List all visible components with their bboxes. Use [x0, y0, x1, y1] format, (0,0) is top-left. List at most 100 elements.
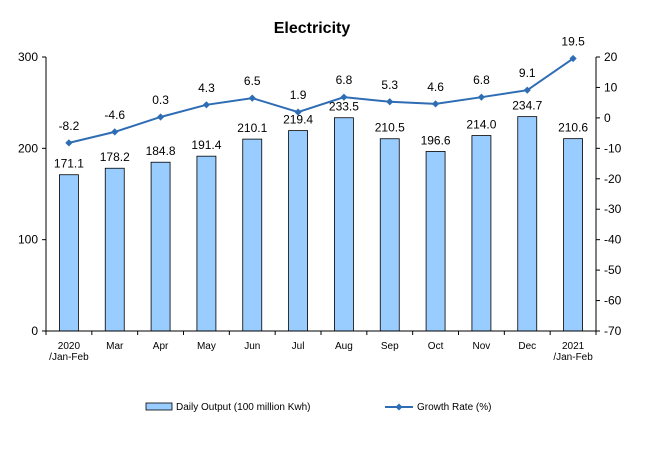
x-tick-label: Nov — [473, 341, 491, 352]
line-point — [65, 139, 73, 147]
bar-data-label: 233.5 — [329, 100, 359, 114]
legend: Daily Output (100 million Kwh) Growth Rat… — [145, 402, 491, 413]
bar-data-label: 171.1 — [54, 157, 84, 171]
bar-data-label: 178.2 — [100, 150, 130, 164]
left-tick-label: 0 — [31, 324, 38, 338]
bar — [379, 138, 400, 332]
x-tick-label-line: /Jan-Feb — [49, 352, 89, 363]
line-point — [340, 93, 348, 101]
line-point — [111, 128, 119, 136]
x-tick-label-line: Jul — [292, 341, 305, 352]
line-point — [386, 98, 394, 106]
line-data-label: 6.5 — [244, 74, 261, 88]
line-point — [477, 93, 486, 101]
right-tick-label: -40 — [604, 233, 622, 247]
bar-data-label: 219.4 — [283, 113, 313, 127]
bar — [517, 116, 538, 332]
line-point — [294, 108, 302, 116]
right-tick-label: 10 — [604, 80, 618, 94]
right-tick-label: -30 — [604, 202, 622, 216]
legend-label-growth-rate: Growth Rate (%) — [417, 402, 491, 413]
x-tick-label-line: 2020 — [58, 341, 81, 352]
chart-title: Electricity — [274, 20, 351, 37]
bar-series: 171.1 178.2 184.8 191.4 210.1 219.4 233.5 210.5… — [54, 99, 588, 332]
bar-data-label: 214.0 — [466, 118, 496, 132]
right-tick-label: -50 — [604, 263, 622, 277]
right-tick-label: -60 — [604, 294, 622, 308]
bar-data-label: 184.8 — [146, 144, 176, 158]
line-point — [523, 86, 531, 94]
x-tick-label: Dec — [518, 341, 536, 352]
bar-data-label: 210.5 — [375, 121, 405, 135]
line-data-label: 6.8 — [473, 73, 490, 87]
x-tick-label: Jun — [244, 341, 260, 352]
right-tick-label: -20 — [604, 172, 622, 186]
x-tick-label: Oct — [428, 341, 444, 352]
line-data-label: 6.8 — [336, 73, 353, 87]
bar — [104, 167, 125, 332]
bar — [425, 151, 446, 332]
x-tick-label-line: Mar — [106, 341, 124, 352]
line-data-label: 4.6 — [427, 80, 444, 94]
line-point — [248, 94, 256, 102]
bar — [196, 155, 217, 332]
right-tick-label: -10 — [604, 141, 622, 155]
x-tick-label: Mar — [106, 341, 124, 352]
line-point — [156, 113, 165, 121]
line-point — [569, 54, 577, 63]
line-data-label: 1.9 — [290, 88, 307, 102]
x-tick-label-line: Nov — [473, 341, 491, 352]
line-data-label: -4.6 — [104, 108, 125, 122]
bar-data-label: 234.7 — [512, 99, 542, 113]
growth-line — [68, 57, 574, 144]
bar-data-label: 210.6 — [558, 121, 588, 135]
x-tick-label-line: Oct — [428, 341, 444, 352]
bar — [563, 138, 583, 332]
x-tick-label: Sep — [381, 341, 399, 352]
left-tick-label: 200 — [18, 141, 38, 155]
x-tick-label-line: 2021 — [562, 341, 585, 352]
x-tick-label-line: Sep — [381, 341, 399, 352]
bar — [150, 161, 171, 332]
line-data-label: 0.3 — [152, 93, 169, 107]
line-data-label: -8.2 — [59, 119, 80, 133]
x-tick-label: May — [197, 341, 216, 352]
bar-data-label: 196.6 — [421, 133, 451, 147]
line-point — [431, 100, 440, 108]
line-series: -8.2 -4.6 0.3 4.3 6.5 1.9 6.8 5.3 4.6 6.8 9.1 19.5 — [59, 35, 585, 147]
bar — [471, 135, 492, 332]
line-data-label: 5.3 — [381, 78, 398, 92]
bar — [59, 174, 79, 332]
bar — [334, 117, 354, 332]
right-tick-label: 20 — [604, 50, 618, 64]
left-tick-label: 100 — [18, 233, 38, 247]
x-tick-label: 2021/Jan-Feb — [553, 341, 593, 363]
right-tick-label: -70 — [604, 324, 622, 338]
x-tick-label-line: May — [197, 341, 216, 352]
line-point — [202, 101, 211, 109]
x-tick-label: Aug — [335, 341, 353, 352]
x-tick-label-line: /Jan-Feb — [553, 352, 593, 363]
x-tick-label-line: Dec — [518, 341, 536, 352]
bar-data-label: 191.4 — [191, 138, 221, 152]
bar-data-label: 210.1 — [237, 121, 267, 135]
x-tick-label-line: Jun — [244, 341, 260, 352]
x-tick-label-line: Aug — [335, 341, 353, 352]
legend-marker-growth-rate — [395, 403, 403, 411]
x-tick-label: 2020/Jan-Feb — [49, 341, 89, 363]
bar — [288, 130, 308, 332]
x-tick-label: Apr — [153, 341, 169, 352]
x-tick-label: Jul — [292, 341, 305, 352]
line-data-label: 4.3 — [198, 81, 215, 95]
right-tick-label: 0 — [604, 111, 611, 125]
bar — [242, 138, 263, 332]
left-tick-label: 300 — [18, 50, 38, 64]
legend-swatch-daily-output — [145, 402, 173, 411]
line-data-label: 9.1 — [519, 66, 536, 80]
legend-label-daily-output: Daily Output (100 million Kwh) — [176, 402, 311, 413]
line-data-label: 19.5 — [561, 35, 585, 49]
x-tick-label-line: Apr — [153, 341, 169, 352]
